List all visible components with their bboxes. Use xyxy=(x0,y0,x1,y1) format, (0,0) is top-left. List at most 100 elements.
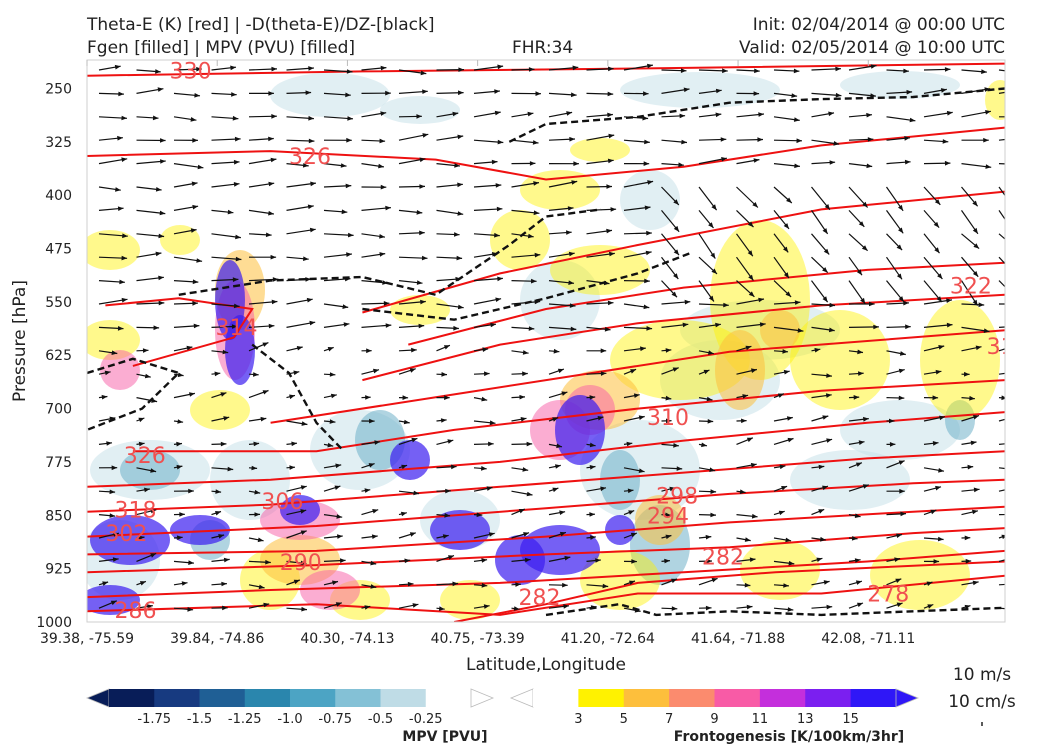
wind-vector-head xyxy=(751,368,757,373)
frontogenesis-area xyxy=(190,390,250,430)
wind-vector-head xyxy=(421,255,428,261)
wind-vector-head xyxy=(707,419,714,424)
wind-vector-head xyxy=(272,277,279,282)
wind-vector-head xyxy=(215,511,221,516)
wind-vector-head xyxy=(856,269,862,276)
wind-vector-head xyxy=(889,418,895,424)
wind-vector-head xyxy=(382,280,388,285)
wind-vector-head xyxy=(602,583,609,589)
wind-vector-head xyxy=(409,368,416,373)
wind-vector-head xyxy=(683,87,690,93)
wind-vector-head xyxy=(192,138,198,143)
wind-vector-head xyxy=(380,184,387,190)
wind-vector-head xyxy=(935,485,941,491)
theta-e-label: 318 xyxy=(115,499,157,524)
wind-vector-head xyxy=(1012,370,1018,375)
wind-vector-head xyxy=(606,184,612,189)
wind-vector-head xyxy=(528,67,535,72)
wind-vector-head xyxy=(268,91,274,96)
wind-vector-head xyxy=(257,537,264,543)
wind-vector-head xyxy=(308,115,314,121)
theta-e-contour xyxy=(87,505,1005,556)
wind-vector-head xyxy=(158,300,165,306)
frontogenesis-area xyxy=(430,510,490,550)
wind-vector-head xyxy=(531,278,537,284)
wind-vector-head xyxy=(265,559,271,565)
wind-vector-head xyxy=(709,467,716,472)
mpv-negative-area xyxy=(520,260,600,340)
wind-vector-head xyxy=(379,234,385,239)
wind-vector-head xyxy=(458,67,464,72)
wind-vector-head xyxy=(452,111,459,117)
wind-vector-head xyxy=(483,604,490,609)
wind-vector-head xyxy=(559,531,566,537)
wind-vector-head xyxy=(723,302,729,308)
wind-vector-head xyxy=(896,244,903,251)
colorbar-tick-label: -1.5 xyxy=(187,712,212,727)
wind-vector-head xyxy=(407,581,414,587)
wind-vector-head xyxy=(457,182,463,188)
frontogenesis-area xyxy=(920,300,1000,420)
theta-e-contour xyxy=(408,261,1005,346)
wind-vector-head xyxy=(222,605,228,611)
wind-vector-head xyxy=(978,302,985,308)
wind-vector-head xyxy=(932,441,939,446)
forecast-hour: FHR:34 xyxy=(512,38,574,58)
wind-vector-head xyxy=(300,530,307,535)
wind-vector-head xyxy=(793,117,800,122)
wind-vector-head xyxy=(858,440,865,445)
wind-vector-head xyxy=(309,227,316,233)
colorbar-swatch xyxy=(199,689,246,707)
wind-vector-head xyxy=(139,581,146,586)
mpv-negative-area xyxy=(600,450,640,510)
wind-vector-head xyxy=(749,557,756,562)
wind-vector-head xyxy=(411,347,417,353)
wind-vector-head xyxy=(262,342,269,347)
wind-vector-head xyxy=(265,232,272,238)
wind-vector-head xyxy=(747,250,753,257)
colorbar-swatch xyxy=(759,689,806,707)
wind-vector-head xyxy=(1001,534,1005,540)
wind-vector-head xyxy=(1010,228,1015,234)
wind-vector-head xyxy=(194,93,200,98)
wind-vector-head xyxy=(936,296,942,302)
wind-vector-head xyxy=(927,604,934,609)
wind-vector-head xyxy=(967,464,974,470)
wind-vector-head xyxy=(903,68,909,74)
wind-vector-head xyxy=(597,416,604,421)
colorbar-tick-label: 9 xyxy=(710,712,718,727)
colorbar-swatch xyxy=(425,689,472,707)
wind-vector-head xyxy=(706,558,712,564)
y-tick-label: 250 xyxy=(45,81,72,97)
wind-vector-head xyxy=(944,67,951,72)
wind-vector-head xyxy=(457,304,464,310)
wind-vector-head xyxy=(744,582,751,588)
wind-vector xyxy=(998,256,1005,265)
wind-vector-head xyxy=(937,536,944,542)
wind-vector-head xyxy=(758,112,764,117)
wind-vector-head xyxy=(515,582,521,587)
wind-vector-head xyxy=(646,326,653,331)
wind-vector-head xyxy=(896,273,902,280)
wind-vector-head xyxy=(442,534,449,539)
wind-vector-head xyxy=(869,301,875,307)
wind-vector-head xyxy=(488,441,494,447)
wind-vector-head xyxy=(227,466,234,472)
theta-e-contour xyxy=(87,62,1005,77)
wind-vector-head xyxy=(409,532,416,537)
wind-vector-head xyxy=(1016,324,1022,329)
colorbar-tick-label: 3 xyxy=(574,712,582,727)
wind-vector-head xyxy=(1008,201,1013,207)
wind-vector-head xyxy=(177,372,184,378)
wind-vector-head xyxy=(454,163,460,168)
wind-vector-head xyxy=(904,159,911,165)
wind-vector-head xyxy=(972,271,979,277)
wind-vector-head xyxy=(825,393,832,398)
x-axis-label: Latitude,Longitude xyxy=(466,655,626,675)
wind-vector-head xyxy=(781,486,788,491)
wind-vector-head xyxy=(235,256,242,262)
wind-vector-head xyxy=(721,157,727,162)
wind-vector-head xyxy=(715,88,722,94)
wind-vector-head xyxy=(329,372,336,377)
wind-vector-head xyxy=(522,371,528,377)
